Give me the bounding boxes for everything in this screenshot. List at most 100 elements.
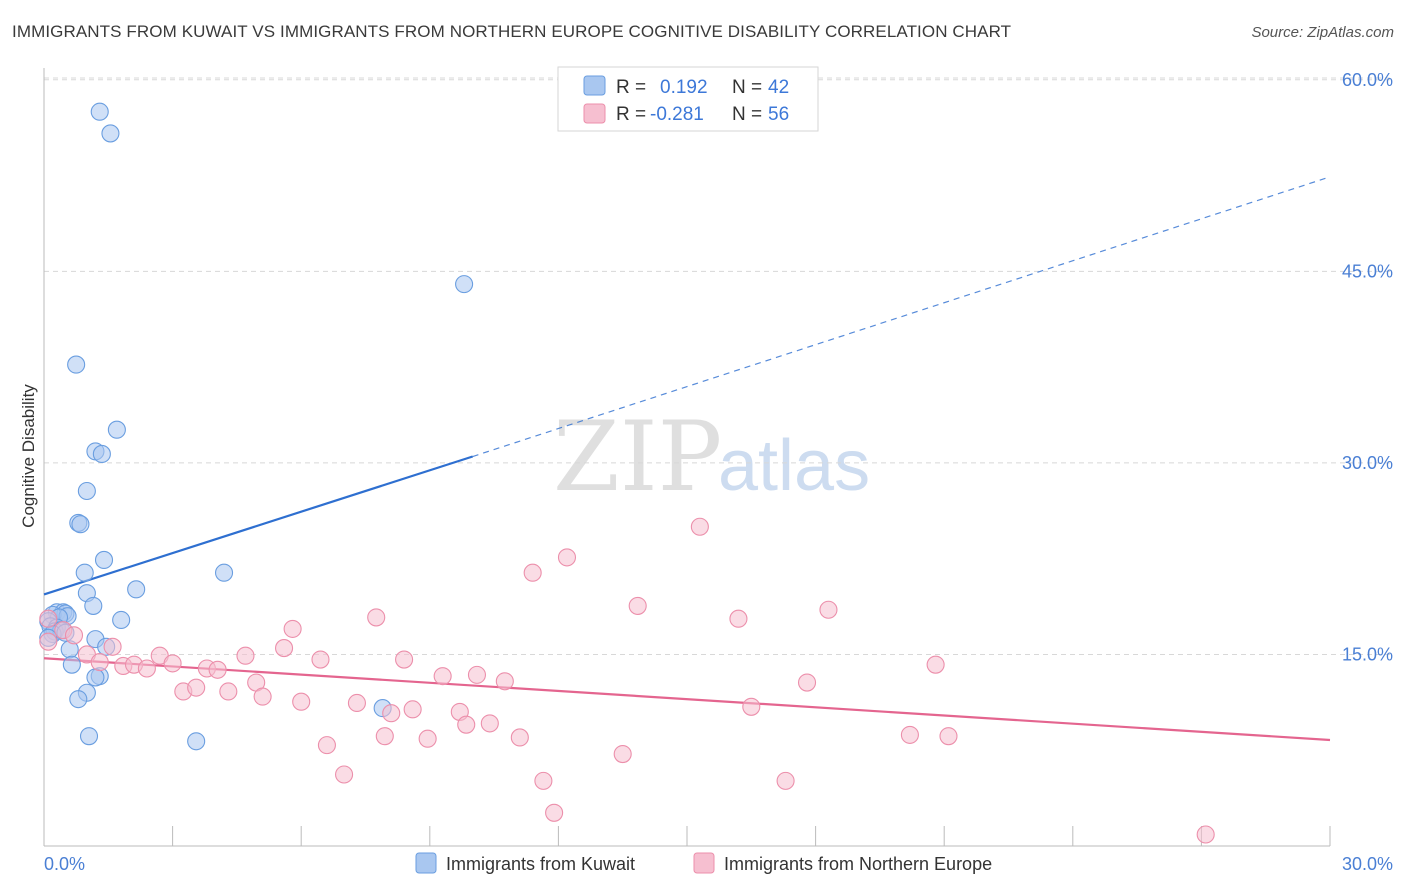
legend-kuwait-r-label: R = — [616, 77, 646, 98]
point-northern-europe — [347, 693, 366, 713]
point-kuwait — [214, 563, 234, 582]
legend-kuwait-n-value: 42 — [768, 77, 789, 98]
point-northern-europe — [103, 637, 122, 656]
point-northern-europe — [510, 728, 529, 747]
point-northern-europe — [742, 697, 761, 716]
point-kuwait — [127, 580, 146, 599]
point-kuwait — [101, 124, 120, 143]
legend-bottom-kuwait-label: Immigrants from Kuwait — [446, 854, 635, 874]
point-northern-europe — [557, 548, 577, 567]
legend-northern-europe-swatch — [583, 103, 606, 124]
point-northern-europe — [545, 803, 564, 822]
point-northern-europe — [729, 609, 748, 628]
point-kuwait — [92, 444, 111, 464]
point-northern-europe — [776, 771, 795, 790]
point-northern-europe — [208, 660, 227, 679]
legend-bottom-kuwait-swatch — [415, 852, 437, 874]
legend-kuwait-n-label: N = — [732, 77, 762, 98]
point-northern-europe — [418, 729, 437, 748]
point-northern-europe — [283, 619, 302, 638]
point-northern-europe — [480, 714, 499, 733]
point-kuwait — [455, 275, 474, 294]
point-northern-europe — [253, 687, 272, 706]
point-northern-europe — [90, 653, 109, 672]
point-northern-europe — [403, 700, 422, 719]
trend-lines — [43, 176, 1331, 742]
watermark-zip: ZIP — [553, 401, 722, 513]
legend-top: R = 0.192 N = 42 R = -0.281 N = 56 — [557, 66, 819, 132]
point-northern-europe — [219, 682, 238, 701]
point-kuwait — [90, 102, 109, 121]
point-kuwait — [71, 515, 90, 534]
point-northern-europe — [317, 736, 336, 755]
point-kuwait — [79, 727, 99, 746]
chart-title: IMMIGRANTS FROM KUWAIT VS IMMIGRANTS FRO… — [12, 22, 1012, 41]
point-kuwait — [187, 732, 206, 751]
trend-line-kuwait-extension — [472, 176, 1331, 458]
legend-kuwait-swatch — [583, 75, 606, 96]
point-northern-europe — [534, 771, 553, 790]
point-northern-europe — [163, 654, 182, 673]
point-kuwait — [86, 668, 105, 687]
point-northern-europe — [64, 626, 84, 645]
point-northern-europe — [375, 727, 394, 746]
point-northern-europe — [39, 609, 58, 628]
legend-bottom-northern-europe-label: Immigrants from Northern Europe — [724, 854, 992, 874]
legend-bottom-northern-europe-swatch — [693, 852, 715, 874]
point-kuwait — [62, 655, 81, 674]
point-northern-europe — [613, 745, 632, 764]
point-northern-europe — [1196, 825, 1215, 844]
point-kuwait — [67, 355, 86, 374]
legend-northern-europe-n-label: N = — [732, 104, 762, 125]
point-northern-europe — [367, 608, 386, 627]
point-northern-europe — [495, 672, 514, 691]
point-kuwait — [77, 481, 96, 501]
x-tick-label: 30.0% — [1342, 854, 1393, 874]
point-northern-europe — [395, 650, 414, 669]
watermark-atlas: atlas — [718, 426, 870, 506]
point-northern-europe — [187, 678, 206, 697]
y-tick-label: 15.0% — [1342, 644, 1393, 664]
point-northern-europe — [457, 715, 476, 734]
x-axis-ticks: 0.0% 30.0% — [43, 826, 1393, 874]
source-credit: Source: ZipAtlas.com — [1251, 24, 1394, 41]
y-axis-label: Cognitive Disability — [19, 384, 38, 528]
trend-line-kuwait — [43, 455, 474, 596]
x-tick-label: 0.0% — [44, 854, 85, 874]
point-northern-europe — [690, 517, 709, 536]
legend-kuwait-r-value: 0.192 — [660, 77, 708, 98]
point-northern-europe — [939, 727, 958, 746]
point-northern-europe — [467, 665, 487, 684]
point-northern-europe — [926, 655, 945, 674]
point-northern-europe — [523, 563, 542, 582]
legend-northern-europe-n-value: 56 — [768, 104, 789, 125]
legend-northern-europe-r-value: -0.281 — [650, 104, 704, 125]
legend-northern-europe-r-label: R = — [616, 104, 646, 125]
point-northern-europe — [311, 650, 330, 669]
point-kuwait — [75, 563, 94, 582]
point-northern-europe — [39, 632, 58, 651]
point-northern-europe — [335, 765, 354, 784]
point-northern-europe — [628, 596, 647, 615]
grid-lines — [44, 77, 1392, 655]
point-kuwait — [107, 420, 126, 439]
y-axis-ticks: 15.0% 30.0% 45.0% 60.0% — [1342, 70, 1393, 665]
data-points — [39, 102, 1215, 844]
y-tick-label: 30.0% — [1342, 453, 1393, 473]
point-kuwait — [94, 550, 114, 570]
point-northern-europe — [900, 725, 919, 744]
point-northern-europe — [275, 639, 294, 658]
point-kuwait — [69, 690, 88, 709]
point-northern-europe — [819, 600, 838, 619]
y-tick-label: 45.0% — [1342, 261, 1393, 281]
trend-line-northern-europe — [43, 657, 1331, 742]
point-northern-europe — [382, 704, 401, 723]
point-northern-europe — [236, 646, 255, 665]
point-kuwait — [112, 610, 131, 630]
point-northern-europe — [137, 659, 156, 678]
point-northern-europe — [433, 667, 452, 686]
point-northern-europe — [797, 673, 817, 692]
y-tick-label: 60.0% — [1342, 70, 1393, 90]
point-kuwait — [84, 596, 103, 615]
